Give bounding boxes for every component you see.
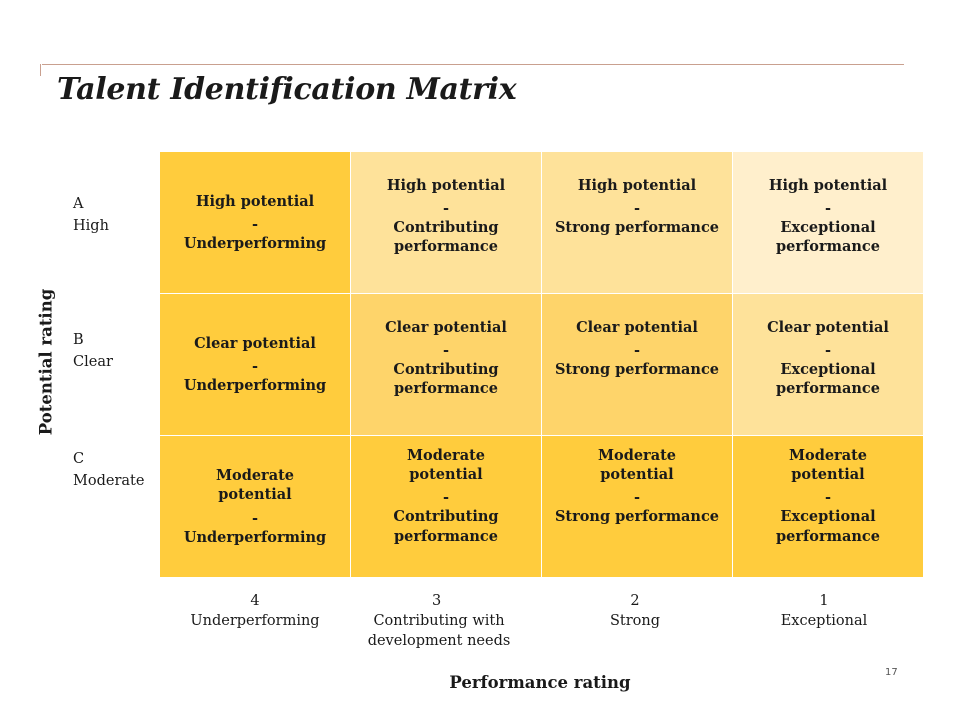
row-label-clear: B Clear — [73, 329, 113, 373]
cell-dash: - — [442, 489, 450, 507]
cell-potential: Clear potential — [576, 319, 698, 336]
cell-dash: - — [251, 357, 259, 375]
row-name: High — [73, 218, 109, 234]
matrix-cell-c2: Moderate potential - Strong performance — [542, 436, 732, 577]
cell-potential: Moderate potential — [597, 447, 677, 484]
matrix-cell-a2: High potential - Strong performance — [542, 152, 732, 293]
cell-potential: Clear potential — [385, 319, 507, 336]
y-axis-label: Potential rating — [36, 288, 56, 436]
cell-potential: Moderate potential — [215, 467, 295, 504]
cell-performance: Strong performance — [554, 361, 720, 379]
cell-dash: - — [824, 489, 832, 507]
column-code: 1 — [819, 593, 829, 609]
column-label-strong: 2 Strong — [540, 591, 730, 631]
cell-performance: Contributing performance — [393, 219, 499, 256]
matrix-cell-a4: High potential - Underperforming — [160, 152, 350, 293]
x-axis-label: Performance rating — [449, 673, 631, 692]
cell-potential: Clear potential — [767, 319, 889, 336]
cell-potential: Clear potential — [194, 334, 316, 352]
cell-dash: - — [633, 489, 641, 507]
cell-performance: Contributing performance — [393, 361, 499, 398]
column-name: Contributing with development needs — [367, 613, 511, 649]
matrix-cell-b3: Clear potential - Contributing performan… — [351, 294, 541, 435]
matrix-cell-c4: Moderate potential - Underperforming — [160, 436, 350, 577]
page-number: 17 — [885, 667, 898, 678]
cell-potential: High potential — [386, 177, 506, 194]
column-name: Underperforming — [190, 613, 320, 629]
cell-performance: Exceptional performance — [776, 361, 880, 398]
matrix-cell-c3: Moderate potential - Contributing perfor… — [351, 436, 541, 577]
talent-matrix: High potential - Underperforming High po… — [160, 152, 923, 577]
cell-dash: - — [251, 509, 259, 527]
matrix-cell-b1: Clear potential - Exceptional performanc… — [733, 294, 923, 435]
row-code: C — [73, 451, 85, 467]
cell-potential: Moderate potential — [406, 447, 486, 484]
column-label-contributing: 3 Contributing with development needs — [344, 591, 534, 651]
column-name: Strong — [609, 613, 661, 629]
row-name: Moderate — [73, 473, 145, 489]
cell-dash: - — [824, 200, 832, 218]
column-code: 2 — [630, 593, 640, 609]
row-code: B — [73, 332, 84, 348]
column-name: Exceptional — [780, 613, 868, 629]
cell-dash: - — [633, 200, 641, 218]
matrix-cell-b4: Clear potential - Underperforming — [160, 294, 350, 435]
column-code: 4 — [250, 593, 260, 609]
cell-performance: Underperforming — [183, 528, 327, 546]
row-code: A — [73, 196, 84, 212]
top-rule — [42, 64, 904, 65]
cell-potential: Moderate potential — [788, 447, 868, 484]
cell-dash: - — [824, 342, 832, 360]
matrix-cell-a3: High potential - Contributing performanc… — [351, 152, 541, 293]
column-label-underperforming: 4 Underperforming — [160, 591, 350, 631]
cell-potential: High potential — [577, 177, 697, 194]
row-label-moderate: C Moderate — [73, 448, 144, 492]
page-title: Talent Identification Matrix — [57, 72, 517, 107]
cell-dash: - — [633, 342, 641, 360]
cell-performance: Exceptional performance — [776, 219, 880, 256]
cell-performance: Contributing performance — [393, 508, 499, 545]
top-rule-tick — [40, 64, 41, 76]
cell-dash: - — [442, 200, 450, 218]
cell-potential: High potential — [768, 177, 888, 194]
cell-performance: Underperforming — [183, 377, 327, 395]
row-label-high: A High — [73, 193, 109, 237]
row-name: Clear — [73, 354, 113, 370]
cell-performance: Strong performance — [554, 508, 720, 526]
matrix-cell-b2: Clear potential - Strong performance — [542, 294, 732, 435]
cell-potential: High potential — [195, 192, 315, 210]
cell-dash: - — [251, 215, 259, 233]
matrix-cell-c1: Moderate potential - Exceptional perform… — [733, 436, 923, 577]
matrix-cell-a1: High potential - Exceptional performance — [733, 152, 923, 293]
cell-performance: Strong performance — [554, 219, 720, 237]
column-label-exceptional: 1 Exceptional — [729, 591, 919, 631]
cell-dash: - — [442, 342, 450, 360]
column-code: 3 — [432, 593, 442, 609]
cell-performance: Underperforming — [183, 235, 327, 253]
cell-performance: Exceptional performance — [776, 508, 880, 545]
